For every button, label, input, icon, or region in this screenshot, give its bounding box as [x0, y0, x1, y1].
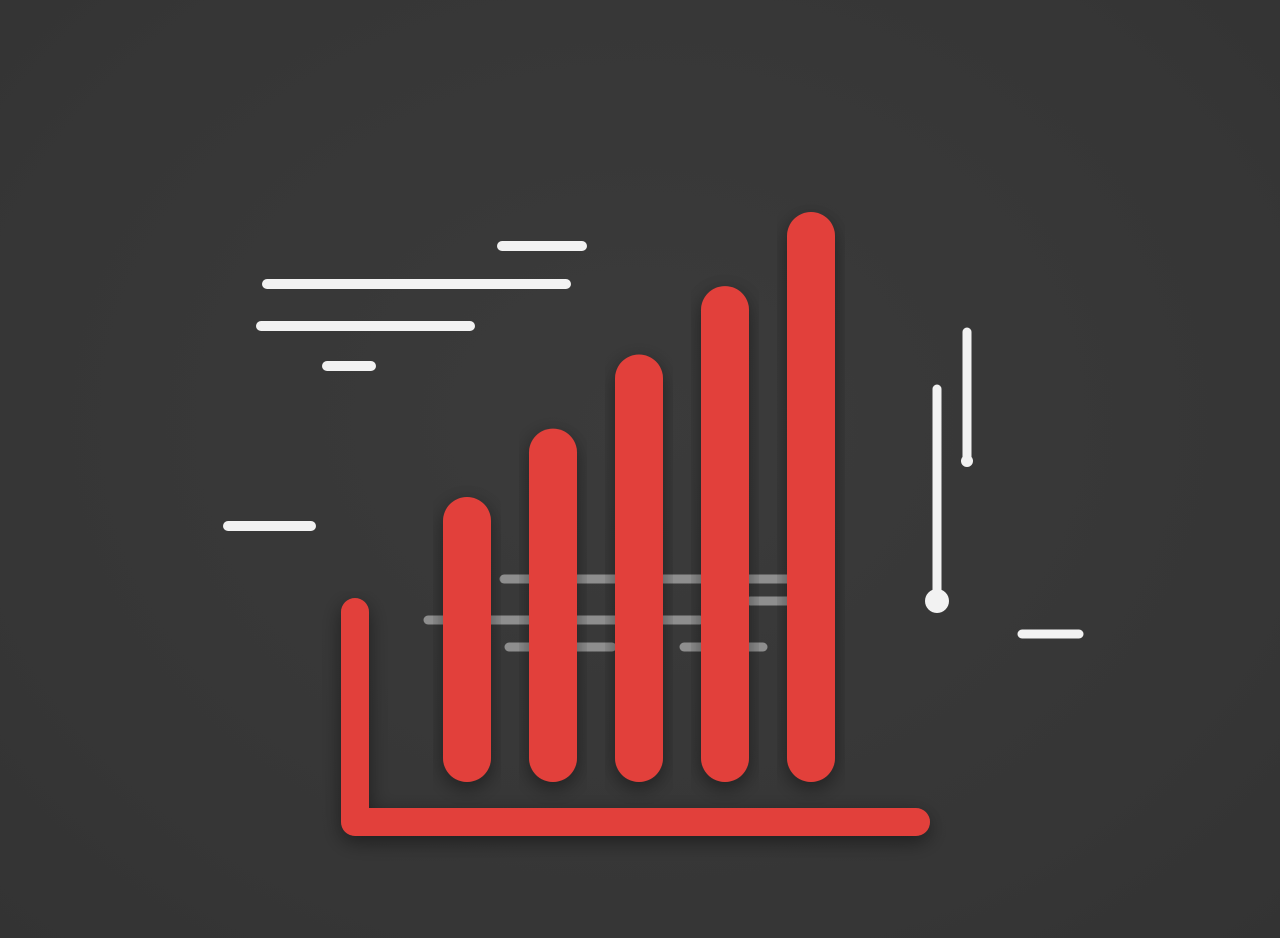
- chart-bars: [443, 212, 835, 782]
- chart-bar: [701, 286, 749, 782]
- junction-dot: [961, 455, 973, 467]
- junction-dot: [925, 589, 949, 613]
- decorative-lines-top-left: [256, 241, 587, 371]
- chart-bar: [443, 497, 491, 782]
- chart-bar: [615, 354, 663, 782]
- chart-bar: [787, 212, 835, 782]
- decorative-lines-left: [192, 521, 413, 625]
- decorative-lines-right: [825, 327, 1088, 639]
- chart-bar: [529, 428, 577, 782]
- chart-axis: [341, 598, 930, 836]
